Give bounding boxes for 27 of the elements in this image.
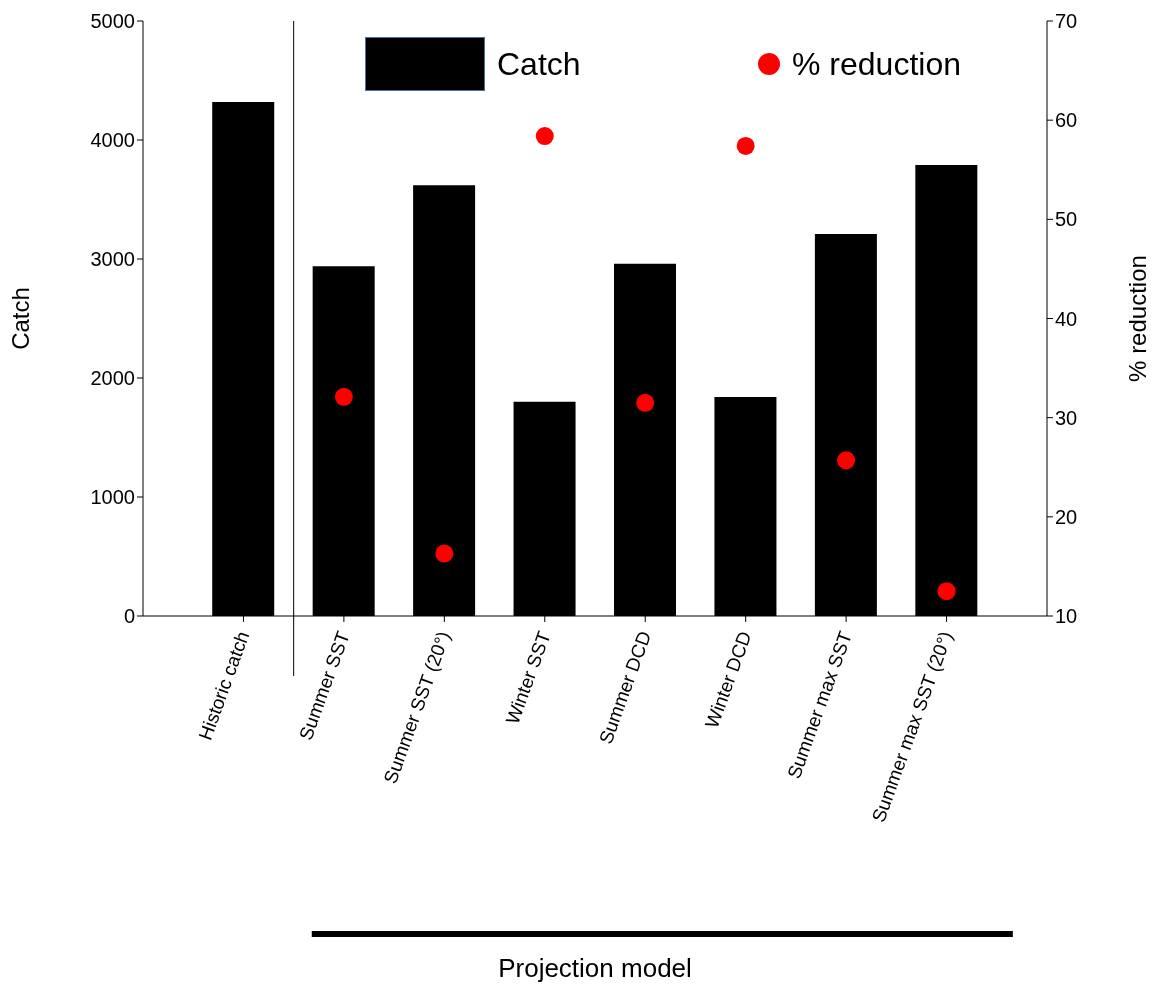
legend-label: % reduction [792,45,961,83]
point [937,582,956,601]
y-axis-title: Catch [6,287,34,350]
y2-tick-label: 30 [1055,406,1078,429]
y2-tick-label: 50 [1055,208,1078,231]
x-tick-label: Winter SST [501,628,555,727]
y-tick-label: 0 [123,605,135,628]
y-tick-label: 2000 [90,367,135,390]
point [535,127,554,146]
y-tick-label: 5000 [90,10,135,33]
point [837,451,856,470]
y2-tick-label: 70 [1055,10,1078,33]
y-tick-label: 1000 [90,486,135,509]
point [435,544,454,563]
y-tick-label: 3000 [90,248,135,271]
y2-tick-label: 60 [1055,109,1078,132]
point [736,136,755,155]
y2-tick-label: 20 [1055,505,1078,528]
legend-label: Catch [497,45,581,83]
y2-tick-label: 40 [1055,307,1078,330]
x-axis-title: Projection model [497,953,693,984]
y-tick-label: 4000 [90,129,135,152]
y2-axis-title: % reduction [1123,255,1151,382]
point [636,393,655,412]
point [334,387,353,406]
y2-tick-label: 10 [1055,605,1078,628]
x-tick-label: Winter DCD [701,628,756,731]
